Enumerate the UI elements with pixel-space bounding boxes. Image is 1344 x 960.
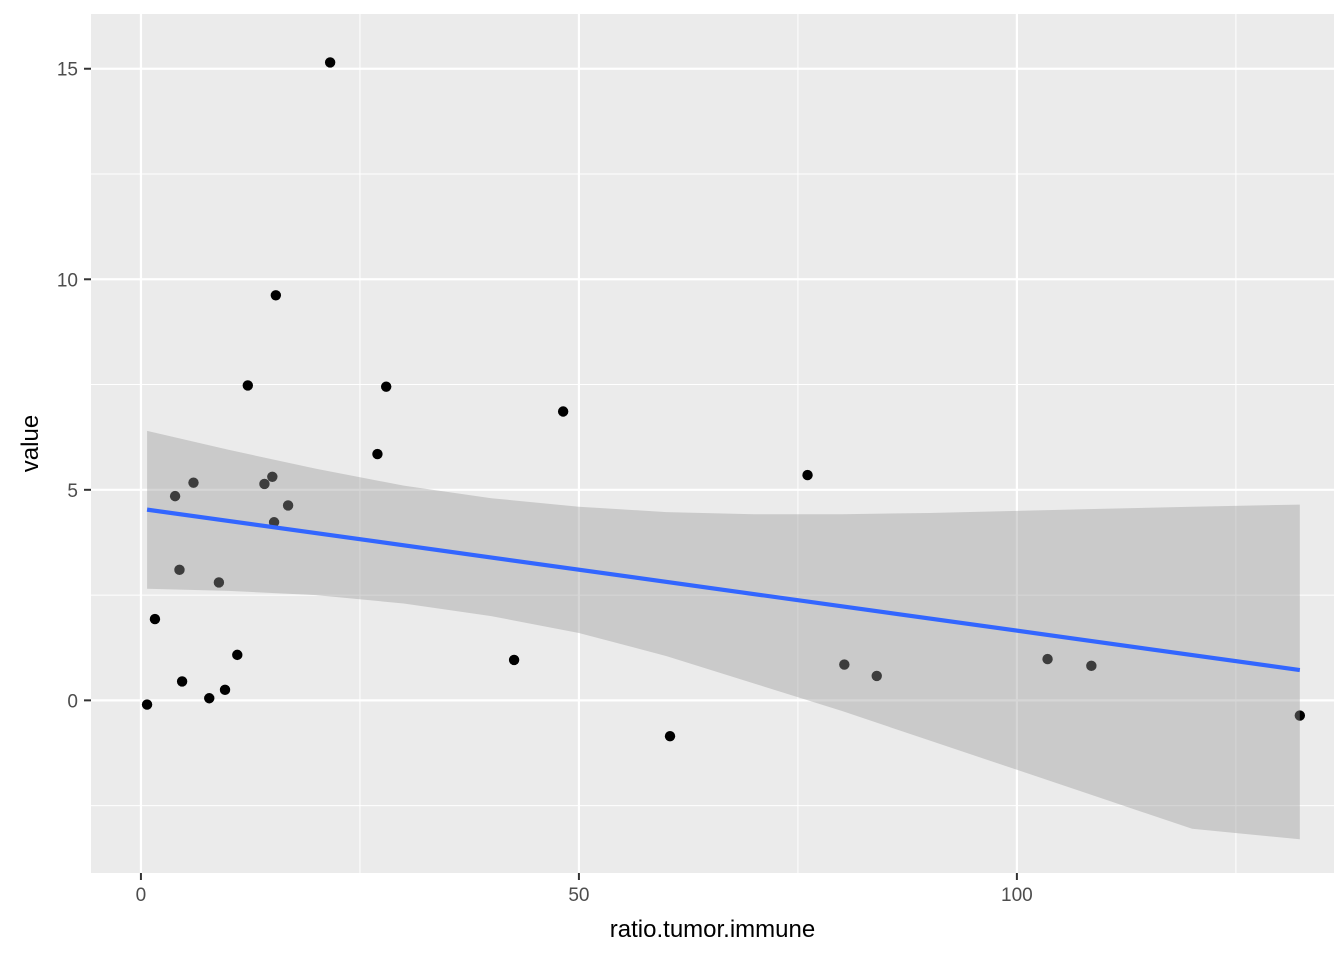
- data-point: [871, 670, 882, 682]
- data-point: [839, 659, 850, 670]
- data-point: [324, 57, 336, 68]
- y-axis-ticks: 0 5 10 15: [57, 60, 91, 712]
- data-point: [259, 478, 270, 490]
- data-point: [174, 564, 185, 576]
- data-point: [204, 693, 215, 704]
- minor-gridlines: [91, 14, 1334, 873]
- data-point: [141, 699, 153, 710]
- data-point: [213, 577, 225, 588]
- data-point: [557, 406, 569, 417]
- x-tick-label: 50: [568, 885, 589, 906]
- confidence-band: [147, 430, 1300, 840]
- data-point: [149, 613, 161, 625]
- data-point: [1042, 653, 1053, 665]
- data-point: [169, 490, 181, 502]
- major-gridlines: [91, 14, 1334, 873]
- data-point: [270, 290, 282, 301]
- data-point: [267, 471, 278, 482]
- data-point: [219, 684, 231, 696]
- y-tick-label: 0: [67, 691, 78, 712]
- y-tick-label: 15: [57, 60, 78, 81]
- data-point: [242, 380, 253, 391]
- regression-line: [146, 507, 1301, 673]
- data-point: [802, 469, 813, 481]
- x-axis-title: ratio.tumor.immune: [610, 916, 815, 943]
- data-point: [381, 381, 392, 392]
- data-point: [188, 477, 199, 488]
- y-tick-label: 10: [57, 270, 78, 291]
- y-tick-label: 5: [67, 481, 78, 502]
- y-axis-title: value: [17, 415, 44, 472]
- data-point: [1294, 710, 1306, 721]
- data-point: [372, 448, 383, 460]
- x-tick-label: 100: [1001, 885, 1033, 906]
- data-point: [232, 649, 243, 661]
- data-point: [176, 676, 188, 687]
- x-tick-label: 0: [136, 885, 147, 906]
- data-points: [141, 57, 1306, 742]
- data-point: [1086, 660, 1097, 672]
- x-axis-ticks: 0 50 100: [136, 873, 1033, 906]
- data-point: [282, 500, 294, 511]
- data-point: [664, 730, 676, 742]
- plot-panel: [91, 14, 1334, 873]
- data-point: [508, 654, 520, 666]
